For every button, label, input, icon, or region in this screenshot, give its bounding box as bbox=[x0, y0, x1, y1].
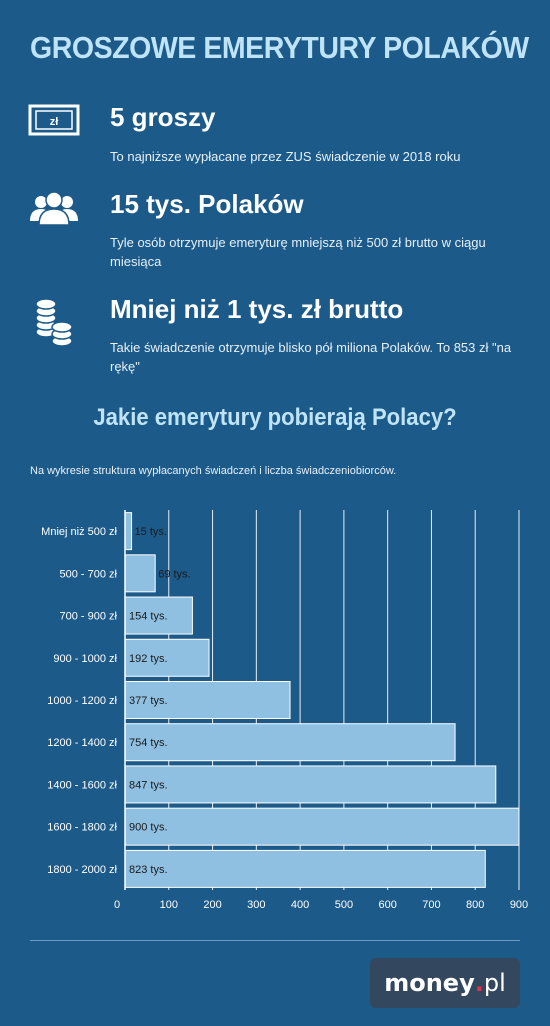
section-title: Jakie emerytury pobierają Polacy? bbox=[93, 404, 457, 431]
category-label: 900 - 1000 zł bbox=[53, 653, 117, 665]
data-label: 754 tys. bbox=[129, 737, 168, 749]
fact-headline: 15 tys. Polaków bbox=[110, 189, 304, 219]
fact-headline: Mniej niż 1 tys. zł brutto bbox=[110, 294, 404, 324]
pension-distribution-chart: Mniej niż 500 zł 15 tys. 500 - 700 zł 69 ty… bbox=[41, 510, 528, 911]
coin-stacks-icon bbox=[28, 294, 80, 350]
fact-description: Tyle osób otrzymuje emeryturę mniejszą n… bbox=[110, 235, 486, 269]
x-tick-label: 900 bbox=[510, 899, 528, 911]
x-tick-label: 600 bbox=[378, 899, 396, 911]
logo-brand: money bbox=[384, 969, 475, 997]
category-label: 1400 - 1600 zł bbox=[47, 779, 117, 791]
bar bbox=[124, 765, 497, 804]
x-tick-label: 800 bbox=[466, 899, 484, 911]
bar bbox=[124, 807, 520, 846]
x-tick-label: 100 bbox=[160, 899, 178, 911]
category-label: 1800 - 2000 zł bbox=[47, 864, 117, 876]
x-tick-label: 300 bbox=[247, 899, 265, 911]
banknote-zl-text: zł bbox=[50, 116, 59, 128]
page-title: GROSZOWE EMERYTURY POLAKÓW bbox=[30, 30, 529, 65]
bar bbox=[124, 554, 156, 593]
footer-divider bbox=[30, 940, 520, 941]
people-group-icon bbox=[28, 189, 80, 233]
data-label: 823 tys. bbox=[129, 864, 168, 876]
bar bbox=[124, 849, 486, 888]
data-label: 847 tys. bbox=[129, 779, 168, 791]
data-label: 377 tys. bbox=[129, 695, 168, 707]
logo-suffix: pl bbox=[483, 969, 506, 997]
data-label: 69 tys. bbox=[158, 568, 190, 580]
logo-dot: . bbox=[474, 969, 484, 997]
x-tick-label: 700 bbox=[422, 899, 440, 911]
fact-description: To najniższe wypłacane przez ZUS świadcz… bbox=[110, 149, 461, 164]
fact-headline: 5 groszy bbox=[110, 102, 216, 132]
category-label: 500 - 700 zł bbox=[60, 568, 118, 580]
category-label: 1200 - 1400 zł bbox=[47, 737, 117, 749]
data-label: 154 tys. bbox=[129, 611, 168, 623]
bar bbox=[124, 638, 210, 677]
data-label: 900 tys. bbox=[129, 822, 168, 834]
category-label: 700 - 900 zł bbox=[60, 611, 118, 623]
x-tick-label: 200 bbox=[203, 899, 221, 911]
x-tick-label: 400 bbox=[291, 899, 309, 911]
data-label: 192 tys. bbox=[129, 653, 168, 665]
bar bbox=[124, 723, 456, 762]
x-tick-label: 500 bbox=[335, 899, 353, 911]
bar bbox=[124, 681, 291, 719]
fact-description: Takie świadczenie otrzymuje blisko pół m… bbox=[110, 340, 512, 374]
category-label: Mniej niż 500 zł bbox=[41, 526, 117, 538]
bar bbox=[124, 512, 133, 551]
banknote-zl-icon: zł bbox=[28, 104, 80, 148]
category-label: 1000 - 1200 zł bbox=[47, 695, 117, 707]
data-label: 15 tys. bbox=[135, 526, 167, 538]
money-pl-logo[interactable]: money. pl bbox=[370, 958, 520, 1008]
category-label: 1600 - 1800 zł bbox=[47, 822, 117, 834]
x-tick-label: 0 bbox=[114, 899, 120, 911]
chart-caption: Na wykresie struktura wypłacanych świadc… bbox=[30, 465, 397, 477]
